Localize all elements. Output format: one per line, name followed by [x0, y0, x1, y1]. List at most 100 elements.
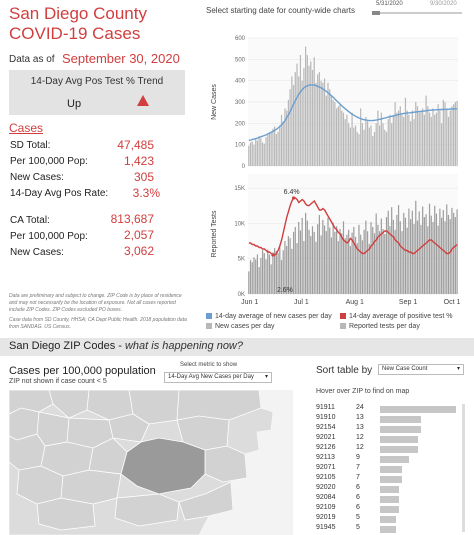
cases-bar: [291, 76, 293, 166]
legend-swatch-red: [340, 313, 346, 319]
cases-bar: [447, 116, 450, 166]
x-tick-label: Aug 1: [346, 299, 364, 306]
table-row[interactable]: 92109 6: [316, 504, 466, 514]
table-row[interactable]: 92019 5: [316, 514, 466, 524]
stat-label-ca-per-100k: Per 100,000 Pop:: [10, 231, 88, 242]
zip-code: 92105: [316, 474, 336, 481]
stat-value-ca-per-100k: 2,057: [123, 228, 154, 242]
tests-bar: [360, 234, 362, 294]
map-zip-highlight[interactable]: [120, 437, 206, 495]
tests-bar: [260, 258, 262, 294]
cases-bar: [454, 102, 456, 166]
peak-marker: [292, 196, 296, 200]
tests-bar: [434, 205, 436, 294]
sort-label: Sort table by: [316, 365, 373, 376]
date-slider-handle[interactable]: [372, 11, 380, 15]
cases-bar: [427, 106, 429, 166]
tests-bar: [397, 205, 400, 294]
tests-y-label: Reported Tests: [211, 210, 218, 257]
sort-select[interactable]: New Case Count ▾: [378, 364, 464, 375]
cases-bar: [354, 125, 357, 166]
tests-y-tick: 0K: [238, 292, 245, 298]
zip-table-scrollbar[interactable]: [462, 404, 465, 532]
tests-y-tick: 10K: [234, 221, 245, 227]
tests-bar: [353, 226, 355, 294]
x-tick-label: Sep 1: [399, 299, 417, 306]
table-row[interactable]: 92084 6: [316, 494, 466, 504]
cases-bar: [298, 76, 300, 166]
date-slider-track[interactable]: [372, 12, 462, 14]
tests-bar: [279, 245, 281, 294]
stat-label-pos-rate: 14-Day Avg Pos Rate:: [10, 188, 109, 199]
tests-bar: [416, 220, 419, 294]
zip-count-bar: [380, 426, 422, 433]
tests-bar: [327, 217, 329, 294]
cases-bar: [403, 116, 405, 166]
cases-bar: [251, 141, 253, 166]
zip-section-title: San Diego ZIP Codes - what is happening …: [9, 340, 243, 352]
new-cases-chart: 0 100 200 300 400 500 600 New Cases: [211, 36, 458, 170]
cases-bar: [292, 84, 295, 166]
table-row[interactable]: 92126 12: [316, 444, 466, 454]
cases-bar: [339, 104, 341, 166]
legend-item-tests: Reported tests per day: [340, 323, 420, 330]
table-row[interactable]: 92071 7: [316, 464, 466, 474]
table-row[interactable]: 91945 5: [316, 524, 466, 534]
cases-y-tick: 400: [235, 79, 246, 85]
table-row[interactable]: 92113 9: [316, 454, 466, 464]
cases-y-label: New Cases: [211, 84, 218, 120]
stat-label-new-cases: New Cases:: [10, 172, 64, 183]
cases-heading: Cases: [9, 121, 44, 135]
map-zip-regions[interactable]: [9, 390, 262, 531]
tests-bar: [365, 220, 367, 294]
table-row[interactable]: 92105 7: [316, 474, 466, 484]
cases-bar: [317, 74, 319, 166]
cases-bar: [373, 131, 376, 166]
tests-bar: [339, 229, 341, 294]
table-row[interactable]: 92154 13: [316, 424, 466, 434]
cases-bar: [420, 110, 422, 166]
table-row[interactable]: 91910 13: [316, 414, 466, 424]
cases-y-tick: 500: [235, 57, 246, 63]
tests-bar: [351, 232, 353, 294]
tests-bar: [342, 221, 345, 294]
table-row[interactable]: 91911 24: [316, 404, 466, 414]
tests-bar: [392, 219, 395, 294]
metric-select-label: Select metric to show: [180, 362, 238, 368]
hover-hint: Hover over ZIP to find on map: [316, 388, 410, 395]
table-row[interactable]: 92021 12: [316, 434, 466, 444]
tests-bar: [341, 233, 343, 294]
cases-bar: [335, 108, 338, 166]
tests-bar: [361, 240, 364, 294]
tests-bar: [256, 254, 259, 294]
cases-y-tick: 600: [235, 36, 246, 42]
cases-bar: [260, 138, 262, 166]
cases-bar: [249, 142, 252, 166]
tests-bar: [337, 241, 339, 294]
zip-count: 7: [356, 464, 360, 471]
cases-bar: [358, 134, 360, 166]
zip-count: 12: [356, 444, 364, 451]
cases-bar: [404, 97, 407, 166]
zip-section-header: San Diego ZIP Codes - what is happening …: [0, 338, 474, 356]
zip-count: 5: [356, 524, 360, 531]
tests-bar: [363, 229, 365, 294]
metric-select[interactable]: 14-Day Avg New Cases per Day ▾: [164, 372, 272, 383]
asof-label: Data as of: [9, 54, 55, 65]
table-row[interactable]: 92020 6: [316, 484, 466, 494]
legend-swatch-gray: [206, 323, 212, 329]
cases-bar: [274, 126, 276, 166]
cases-bar: [270, 131, 272, 166]
cases-bar: [303, 67, 305, 166]
tests-bar: [372, 226, 374, 294]
zip-count-bar: [380, 406, 456, 413]
stat-value-ca-new-cases: 3,062: [123, 244, 154, 258]
cases-bar: [296, 63, 298, 166]
legend-swatch-blue: [206, 313, 212, 319]
zip-map[interactable]: [9, 390, 293, 535]
tests-bar: [272, 252, 274, 294]
cases-bar: [256, 140, 259, 166]
cases-bar: [284, 108, 286, 166]
tests-bar: [284, 241, 286, 294]
positive-rate-line: [248, 197, 458, 256]
